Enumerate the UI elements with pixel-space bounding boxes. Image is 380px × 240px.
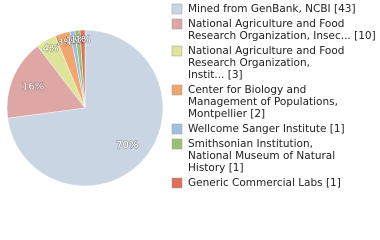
legend-swatch — [171, 3, 183, 15]
slice-label: 1% — [75, 34, 91, 45]
pie-slice — [6, 45, 86, 119]
legend-label: Smithsonian Institution, National Museum … — [188, 138, 335, 174]
legend-swatch — [171, 84, 183, 96]
legend-label: Center for Biology and Management of Popu… — [188, 84, 338, 120]
legend-label: National Agriculture and Food Research Or… — [188, 18, 376, 42]
legend-swatch — [171, 138, 183, 150]
pie-slice — [7, 29, 164, 187]
slice-label: 4% — [43, 44, 59, 55]
legend-label: Wellcome Sanger Institute [1] — [188, 123, 345, 135]
legend-label: National Agriculture and Food Research Or… — [188, 45, 344, 81]
legend-swatch — [171, 45, 183, 57]
slice-label: 1% — [66, 35, 82, 46]
legend-swatch — [171, 18, 183, 30]
legend-swatch — [171, 123, 183, 135]
slice-label: 3% — [57, 37, 73, 48]
legend-label: Generic Commercial Labs [1] — [188, 177, 341, 189]
slice-label: 70% — [116, 140, 138, 151]
legend-label: Mined from GenBank, NCBI [43] — [188, 3, 356, 15]
legend-swatch — [171, 177, 183, 189]
slice-label: 1% — [70, 35, 86, 46]
pie-slice — [79, 29, 86, 109]
slice-label: 16% — [22, 82, 44, 93]
